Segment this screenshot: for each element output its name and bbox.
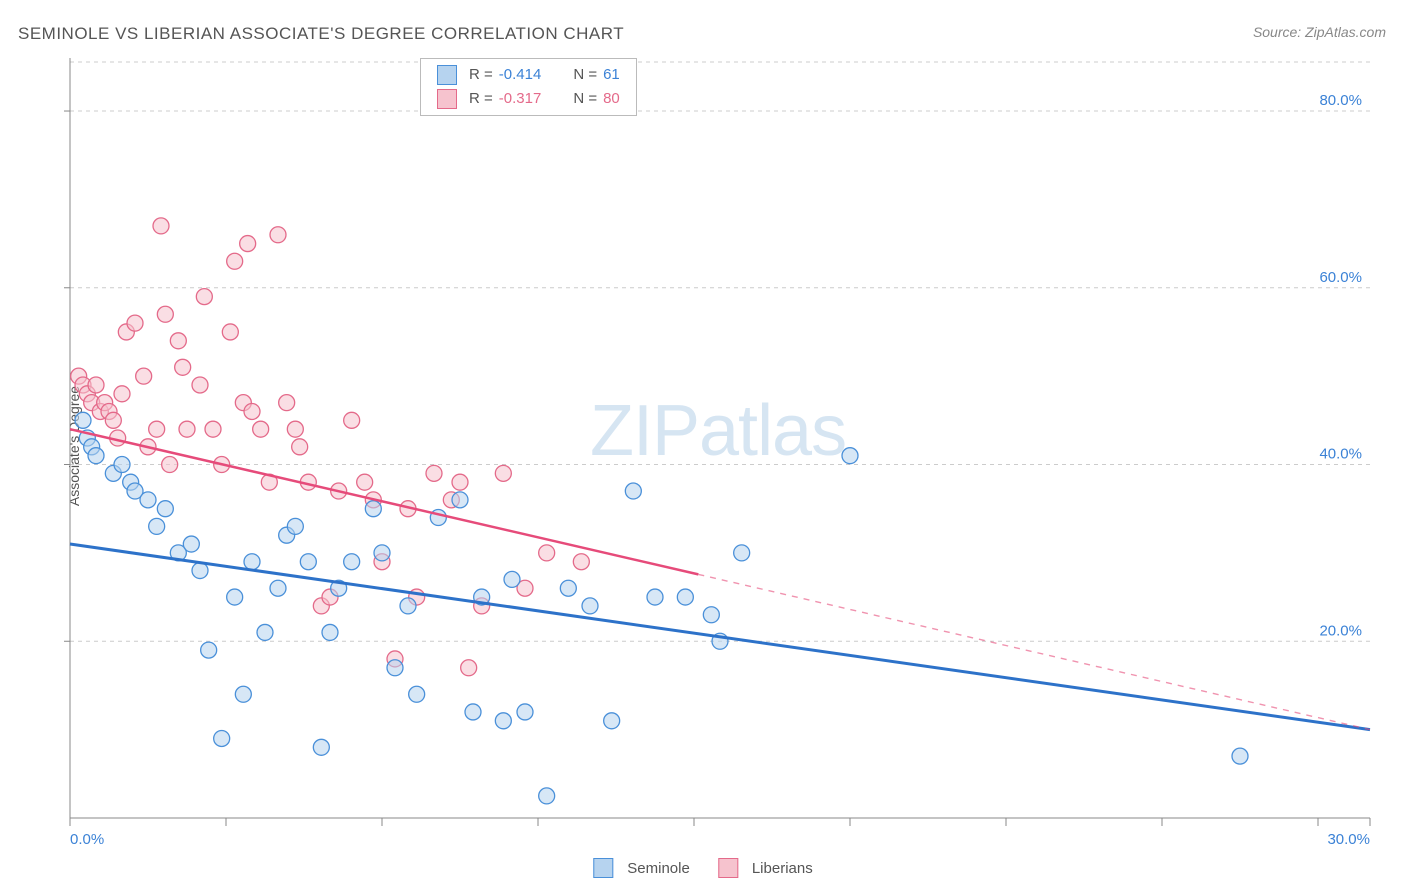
data-point xyxy=(114,386,130,402)
data-point xyxy=(227,589,243,605)
data-point xyxy=(201,642,217,658)
data-point xyxy=(244,403,260,419)
data-point xyxy=(227,253,243,269)
data-point xyxy=(452,492,468,508)
series-legend: Seminole Liberians xyxy=(593,858,812,878)
legend-row: R = -0.317N = 80 xyxy=(437,87,620,111)
data-point xyxy=(703,607,719,623)
data-point xyxy=(196,289,212,305)
correlation-legend: R = -0.414N = 61R = -0.317N = 80 xyxy=(420,58,637,116)
data-point xyxy=(222,324,238,340)
y-tick-label: 40.0% xyxy=(1319,446,1362,463)
data-point xyxy=(344,412,360,428)
data-point xyxy=(179,421,195,437)
data-point xyxy=(175,359,191,375)
data-point xyxy=(279,395,295,411)
x-tick-label: 30.0% xyxy=(1327,831,1370,848)
data-point xyxy=(140,492,156,508)
data-point xyxy=(287,518,303,534)
data-point xyxy=(647,589,663,605)
data-point xyxy=(452,474,468,490)
data-point xyxy=(162,457,178,473)
data-point xyxy=(344,554,360,570)
data-point xyxy=(270,580,286,596)
legend-swatch xyxy=(593,858,613,878)
data-point xyxy=(842,448,858,464)
data-point xyxy=(205,421,221,437)
data-point xyxy=(495,713,511,729)
data-point xyxy=(461,660,477,676)
data-point xyxy=(105,412,121,428)
trend-line-dashed xyxy=(698,574,1370,729)
data-point xyxy=(582,598,598,614)
data-point xyxy=(149,421,165,437)
data-point xyxy=(560,580,576,596)
data-point xyxy=(157,306,173,322)
data-point xyxy=(300,554,316,570)
data-point xyxy=(465,704,481,720)
data-point xyxy=(88,448,104,464)
legend-swatch xyxy=(437,89,457,109)
data-point xyxy=(183,536,199,552)
data-point xyxy=(153,218,169,234)
data-point xyxy=(409,686,425,702)
data-point xyxy=(257,624,273,640)
y-tick-label: 80.0% xyxy=(1319,92,1362,109)
data-point xyxy=(240,236,256,252)
x-tick-label: 0.0% xyxy=(70,831,104,848)
data-point xyxy=(136,368,152,384)
data-point xyxy=(313,739,329,755)
data-point xyxy=(170,333,186,349)
data-point xyxy=(235,686,251,702)
data-point xyxy=(400,598,416,614)
data-point xyxy=(149,518,165,534)
legend-swatch xyxy=(437,65,457,85)
chart-container: SEMINOLE VS LIBERIAN ASSOCIATE'S DEGREE … xyxy=(0,0,1406,892)
data-point xyxy=(734,545,750,561)
data-point xyxy=(88,377,104,393)
data-point xyxy=(387,660,403,676)
data-point xyxy=(677,589,693,605)
data-point xyxy=(287,421,303,437)
data-point xyxy=(322,624,338,640)
source-text: Source: ZipAtlas.com xyxy=(1253,24,1386,40)
data-point xyxy=(625,483,641,499)
y-tick-label: 60.0% xyxy=(1319,269,1362,286)
data-point xyxy=(292,439,308,455)
data-point xyxy=(539,788,555,804)
data-point xyxy=(127,315,143,331)
data-point xyxy=(192,563,208,579)
data-point xyxy=(253,421,269,437)
data-point xyxy=(214,730,230,746)
data-point xyxy=(357,474,373,490)
source-link[interactable]: ZipAtlas.com xyxy=(1305,24,1386,40)
data-point xyxy=(75,412,91,428)
chart-title: SEMINOLE VS LIBERIAN ASSOCIATE'S DEGREE … xyxy=(18,24,624,44)
data-point xyxy=(539,545,555,561)
legend-item: Liberians xyxy=(718,858,813,878)
data-point xyxy=(365,501,381,517)
data-point xyxy=(270,227,286,243)
data-point xyxy=(192,377,208,393)
legend-row: R = -0.414N = 61 xyxy=(437,63,620,87)
legend-swatch xyxy=(718,858,738,878)
data-point xyxy=(374,545,390,561)
scatter-chart: 20.0% 40.0% 60.0% 80.0% 0.0% 30.0% xyxy=(50,50,1390,880)
data-point xyxy=(495,465,511,481)
data-point xyxy=(114,457,130,473)
data-point xyxy=(157,501,173,517)
data-point xyxy=(244,554,260,570)
data-point xyxy=(573,554,589,570)
data-point xyxy=(604,713,620,729)
data-point xyxy=(504,571,520,587)
y-tick-label: 20.0% xyxy=(1319,622,1362,639)
legend-item: Seminole xyxy=(593,858,690,878)
data-point xyxy=(517,704,533,720)
data-point xyxy=(1232,748,1248,764)
data-point xyxy=(426,465,442,481)
